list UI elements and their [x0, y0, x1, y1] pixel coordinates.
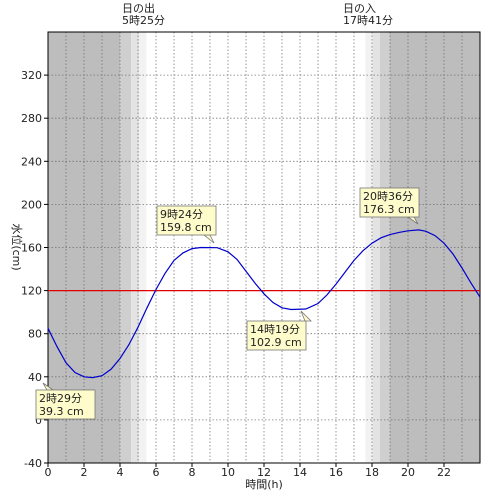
x-tick-label: 8: [189, 466, 196, 479]
y-tick-label: 280: [21, 112, 42, 125]
x-tick-label: 0: [45, 466, 52, 479]
night-band-evening: [389, 32, 480, 463]
x-tick-label: 14: [293, 466, 307, 479]
y-tick-label: 200: [21, 198, 42, 211]
callout-box: [359, 187, 420, 218]
callout-time: 14時19分: [250, 323, 300, 336]
x-tick-label: 10: [221, 466, 235, 479]
y-tick-label: 0: [35, 414, 42, 427]
sunset-label: 日の入 17時41分: [343, 2, 393, 27]
y-tick-label: 40: [28, 371, 42, 384]
x-tick-label: 22: [437, 466, 451, 479]
x-tick-label: 20: [401, 466, 415, 479]
sunrise-label-title: 日の出: [122, 1, 155, 15]
twilight-band-evening-2: [372, 32, 380, 463]
daylight-bands: [48, 32, 480, 463]
y-tick-label: 120: [21, 285, 42, 298]
x-tick-label: 16: [329, 466, 343, 479]
y-tick-label: 320: [21, 69, 42, 82]
y-axis-ticks: -40 0 40 80 120 160 200 240 280 320: [21, 69, 48, 470]
x-axis-ticks: 0 2 4 6 8 10 12 14 16 18 20 22: [45, 463, 451, 479]
callout-box: [246, 320, 307, 351]
sunset-label-title: 日の入: [343, 2, 376, 15]
callout-level: 39.3 cm: [39, 405, 84, 418]
callout-box: [156, 205, 217, 236]
x-tick-label: 18: [365, 466, 379, 479]
x-tick-label: 2: [81, 466, 88, 479]
twilight-band-evening-3: [365, 32, 373, 463]
twilight-band-morning-2: [131, 32, 140, 463]
callout-pointer: [300, 310, 312, 322]
callout-level: 176.3 cm: [363, 203, 415, 216]
callout-time: 2時29分: [39, 392, 82, 405]
callout-time: 20時36分: [363, 190, 413, 203]
callout-box: [35, 389, 96, 420]
x-axis-label: 時間(h): [245, 478, 283, 491]
sunrise-label: 日の出 5時25分: [122, 1, 165, 27]
y-tick-label: -40: [24, 457, 42, 470]
x-tick-label: 12: [257, 466, 271, 479]
y-tick-label: 240: [21, 155, 42, 168]
sunset-label-time: 17時41分: [343, 14, 393, 27]
sunrise-label-time: 5時25分: [122, 14, 165, 27]
tide-level-line: [47, 229, 481, 379]
x-tick-label: 4: [117, 466, 124, 479]
series: [47, 229, 481, 379]
callout-level: 102.9 cm: [250, 336, 302, 349]
y-tick-label: 80: [28, 328, 42, 341]
callout-level: 159.8 cm: [160, 221, 212, 234]
y-tick-label: 160: [21, 242, 42, 255]
y-axis-label: 水位(cm): [10, 223, 24, 270]
callout-time: 9時24分: [160, 208, 203, 221]
x-tick-label: 6: [153, 466, 160, 479]
